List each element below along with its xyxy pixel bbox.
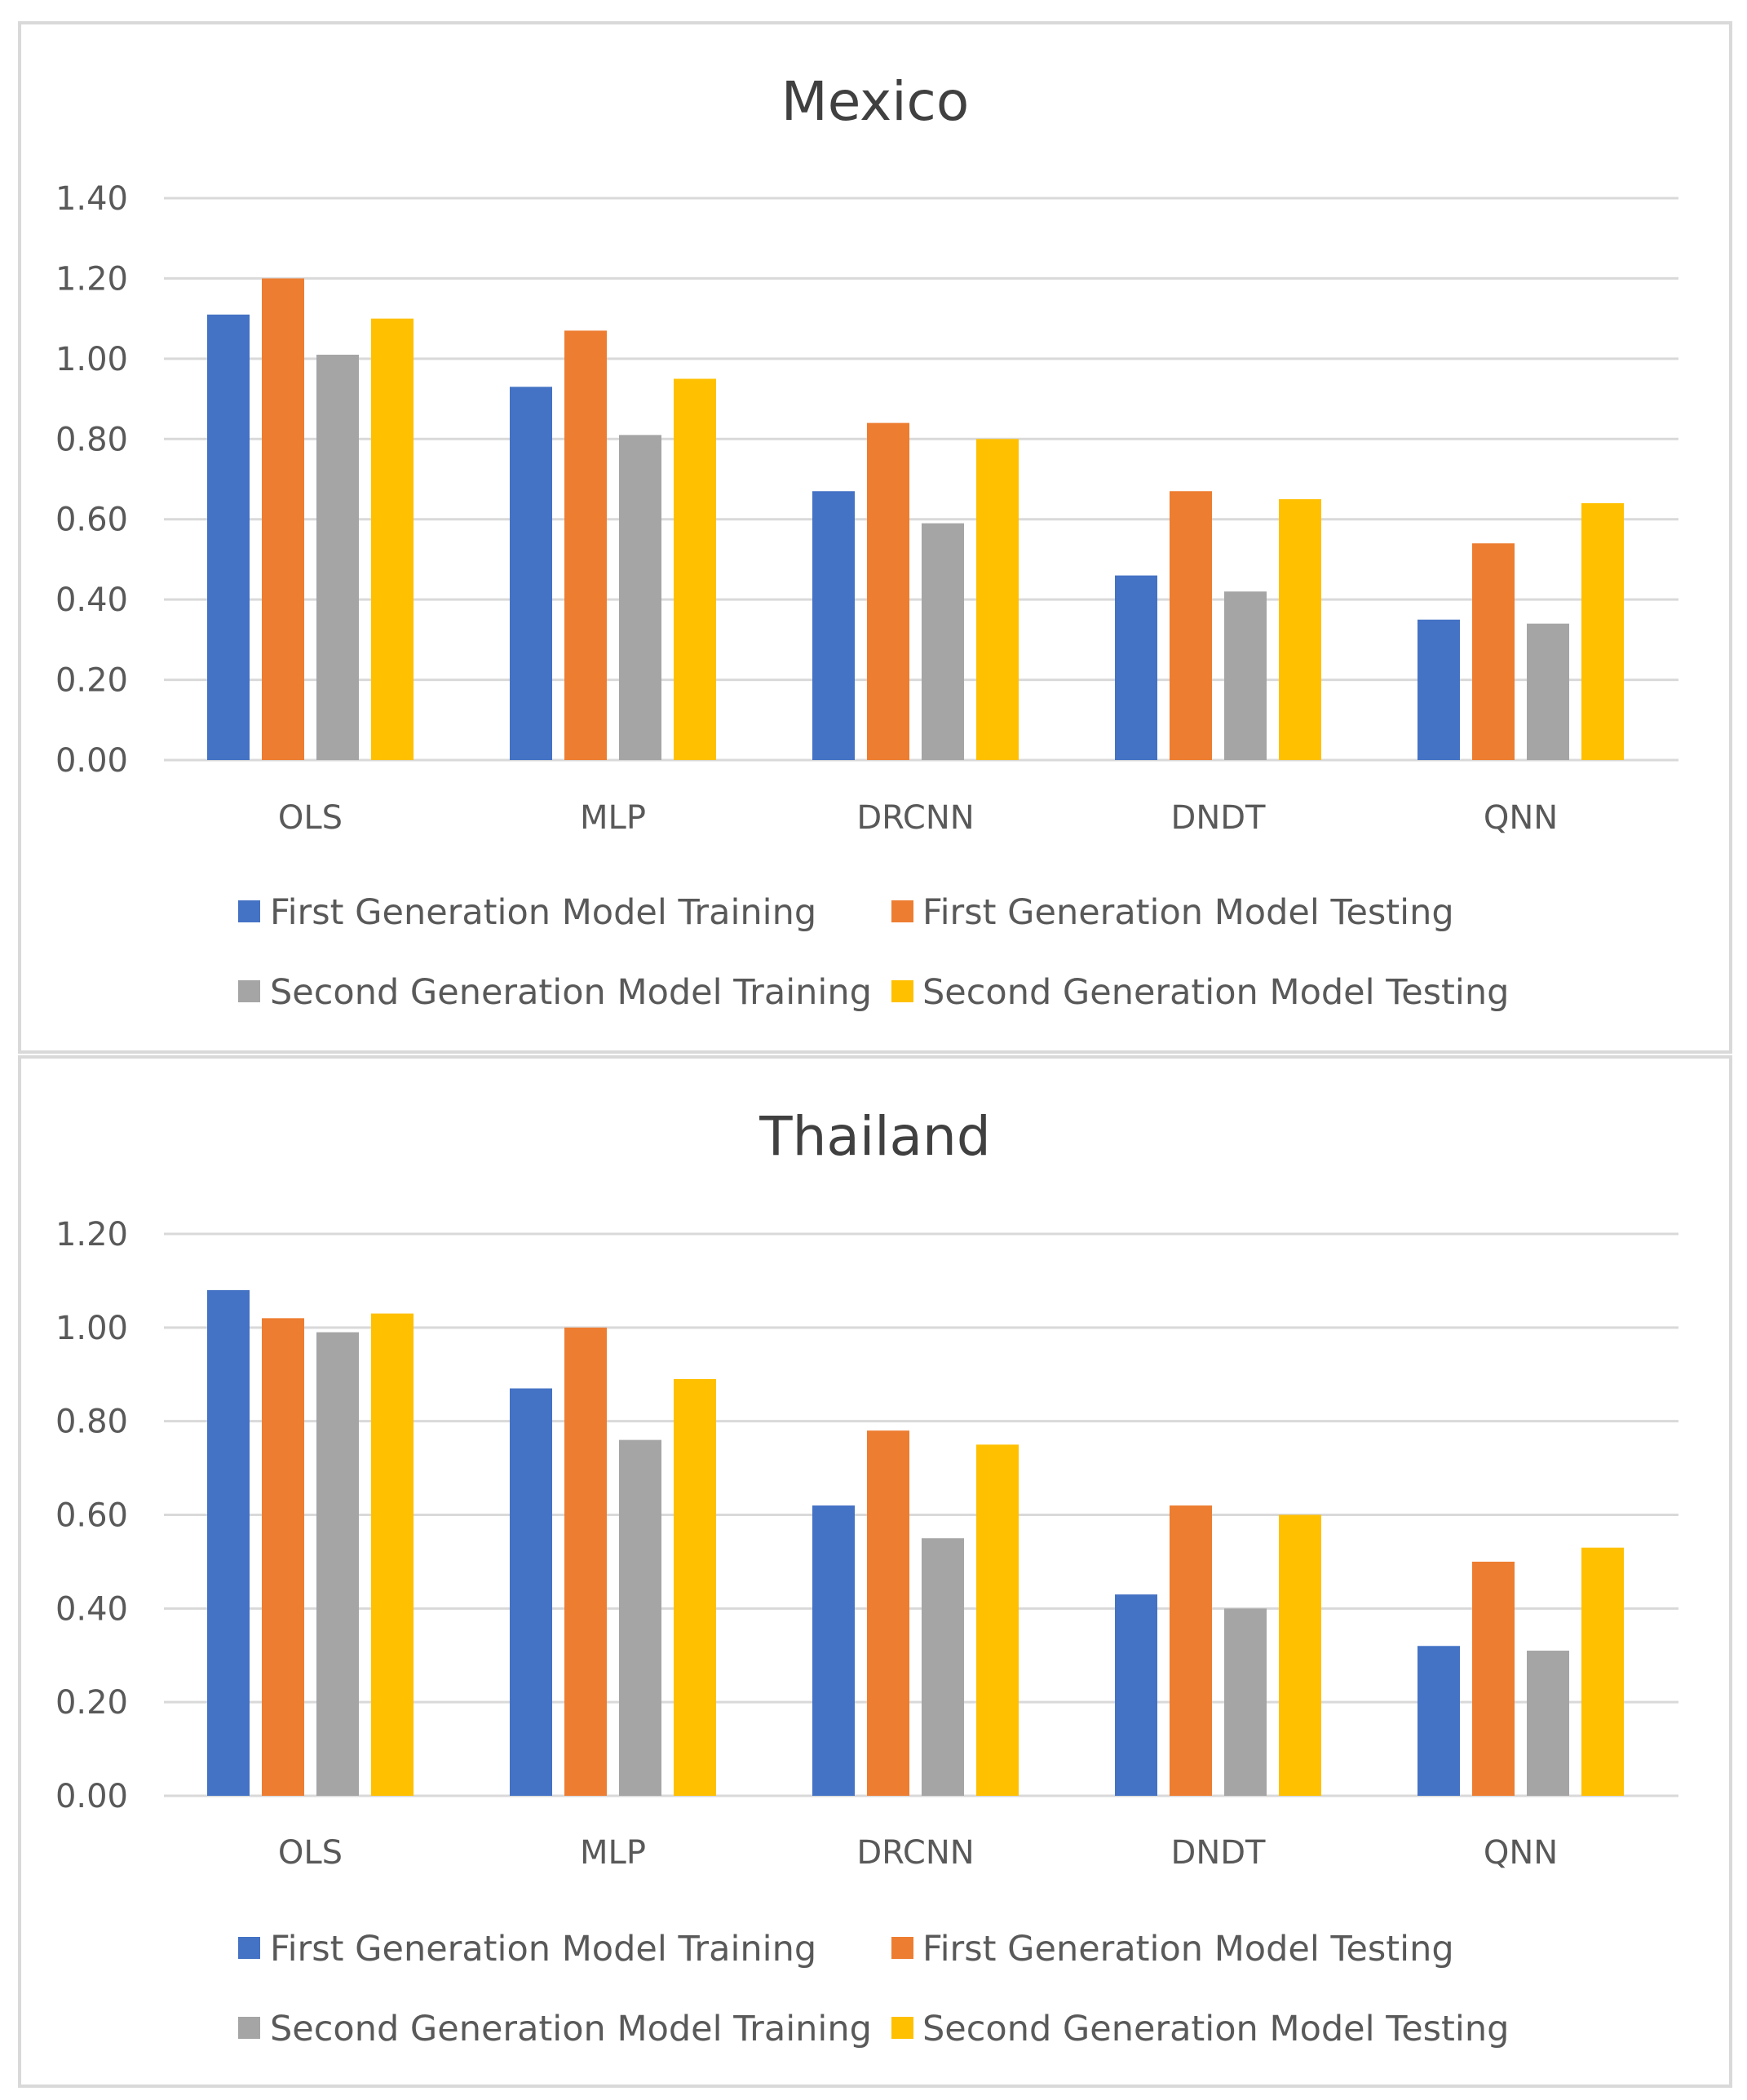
chart-title: Thailand bbox=[759, 1105, 990, 1168]
legend-swatch bbox=[891, 980, 913, 1002]
y-tick-label: 0.60 bbox=[55, 1497, 128, 1535]
y-tick-label: 0.80 bbox=[55, 1404, 128, 1441]
bar bbox=[1418, 619, 1460, 760]
y-axis-tick-labels: 0.00 0.20 0.40 0.60 0.80 1.00 1.20 1.40 bbox=[55, 180, 128, 780]
x-tick-label: QNN bbox=[1484, 799, 1558, 837]
bar bbox=[976, 1444, 1019, 1796]
y-tick-label: 1.20 bbox=[55, 260, 128, 298]
bar bbox=[564, 1327, 607, 1796]
bar bbox=[619, 435, 661, 760]
bar bbox=[1224, 1608, 1267, 1796]
bar bbox=[207, 314, 250, 760]
bar bbox=[510, 387, 552, 760]
x-tick-label: DNDT bbox=[1171, 1834, 1267, 1872]
bar bbox=[1279, 1514, 1321, 1796]
x-tick-label: MLP bbox=[580, 1834, 646, 1872]
bar bbox=[1581, 503, 1624, 760]
legend-label: First Generation Model Testing bbox=[922, 1929, 1454, 1970]
legend: First Generation Model Training First Ge… bbox=[238, 1929, 1509, 2049]
y-tick-label: 0.00 bbox=[55, 742, 128, 780]
bar bbox=[976, 439, 1019, 760]
legend: First Generation Model Training First Ge… bbox=[238, 892, 1509, 1013]
y-tick-label: 1.00 bbox=[55, 341, 128, 378]
bar bbox=[1115, 575, 1157, 760]
bar bbox=[1527, 1651, 1569, 1796]
x-tick-label: DNDT bbox=[1171, 799, 1267, 837]
chart-title: Mexico bbox=[781, 70, 969, 133]
chart-panel-mexico: Mexico 0.000.200.400.600.801.001.201.40 … bbox=[18, 21, 1732, 1054]
bar bbox=[812, 491, 855, 760]
bar bbox=[1170, 1505, 1212, 1796]
x-tick-label: DRCNN bbox=[856, 799, 974, 837]
x-tick-label: OLS bbox=[278, 799, 343, 837]
y-tick-label: 0.80 bbox=[55, 421, 128, 458]
bar bbox=[1527, 623, 1569, 760]
legend-swatch bbox=[891, 2017, 913, 2039]
bar bbox=[371, 318, 414, 761]
chart-panel-thailand: Thailand 0.00 0.20 0.40 0.60 0.80 1.00 1.20 OL… bbox=[18, 1055, 1732, 2088]
bar bbox=[619, 1439, 661, 1796]
y-tick-label: 0.60 bbox=[55, 502, 128, 539]
legend-swatch bbox=[238, 980, 260, 1002]
y-tick-label: 0.20 bbox=[55, 1684, 128, 1722]
legend-label: Second Generation Model Testing bbox=[922, 2009, 1509, 2049]
legend-swatch bbox=[238, 1937, 260, 1959]
bar bbox=[1418, 1646, 1460, 1796]
legend-label: First Generation Model Training bbox=[270, 892, 816, 933]
x-axis-tick-labels: OLS MLP DRCNN DNDT QNN bbox=[278, 1834, 1558, 1872]
x-tick-label: QNN bbox=[1484, 1834, 1558, 1872]
bar bbox=[371, 1313, 414, 1796]
legend-swatch bbox=[891, 900, 913, 922]
y-tick-label: 0.00 bbox=[55, 1778, 128, 1815]
legend-swatch bbox=[891, 1937, 913, 1959]
bar bbox=[262, 1318, 304, 1796]
y-tick-label: 1.40 bbox=[55, 180, 128, 218]
legend-label: Second Generation Model Training bbox=[270, 2009, 872, 2049]
y-tick-label: 0.40 bbox=[55, 1590, 128, 1628]
bar bbox=[262, 278, 304, 760]
bar bbox=[564, 330, 607, 761]
y-tick-label: 0.40 bbox=[55, 581, 128, 619]
bar-series-group bbox=[207, 1289, 1624, 1796]
bar bbox=[510, 1388, 552, 1796]
legend-label: First Generation Model Testing bbox=[922, 892, 1454, 933]
bar bbox=[1170, 491, 1212, 760]
y-tick-label: 1.00 bbox=[55, 1310, 128, 1347]
y-axis-tick-labels: 0.00 0.20 0.40 0.60 0.80 1.00 1.20 bbox=[55, 1216, 128, 1815]
bar bbox=[867, 422, 909, 760]
x-tick-label: OLS bbox=[278, 1834, 343, 1872]
y-tick-label: 0.20 bbox=[55, 662, 128, 700]
legend-swatch bbox=[238, 900, 260, 922]
bar bbox=[812, 1505, 855, 1796]
legend-label: First Generation Model Training bbox=[270, 1929, 816, 1970]
bar bbox=[316, 1332, 359, 1796]
bar bbox=[1472, 543, 1515, 760]
bar bbox=[1115, 1594, 1157, 1796]
bar bbox=[1279, 499, 1321, 760]
bar bbox=[922, 523, 964, 760]
x-tick-label: MLP bbox=[580, 799, 646, 837]
x-axis-tick-labels: OLS MLP DRCNN DNDT QNN bbox=[278, 799, 1558, 837]
bar bbox=[922, 1538, 964, 1796]
x-tick-label: DRCNN bbox=[856, 1834, 974, 1872]
bar-series-group bbox=[207, 278, 1624, 761]
bar bbox=[674, 1378, 716, 1796]
bar bbox=[1472, 1561, 1515, 1796]
legend-swatch bbox=[238, 2017, 260, 2039]
bar bbox=[207, 1289, 250, 1796]
bar bbox=[867, 1430, 909, 1796]
bar bbox=[1224, 591, 1267, 760]
legend-label: Second Generation Model Training bbox=[270, 972, 872, 1013]
y-tick-label: 1.20 bbox=[55, 1216, 128, 1253]
bar bbox=[316, 354, 359, 760]
bar bbox=[674, 378, 716, 760]
bar bbox=[1581, 1547, 1624, 1796]
legend-label: Second Generation Model Testing bbox=[922, 972, 1509, 1013]
